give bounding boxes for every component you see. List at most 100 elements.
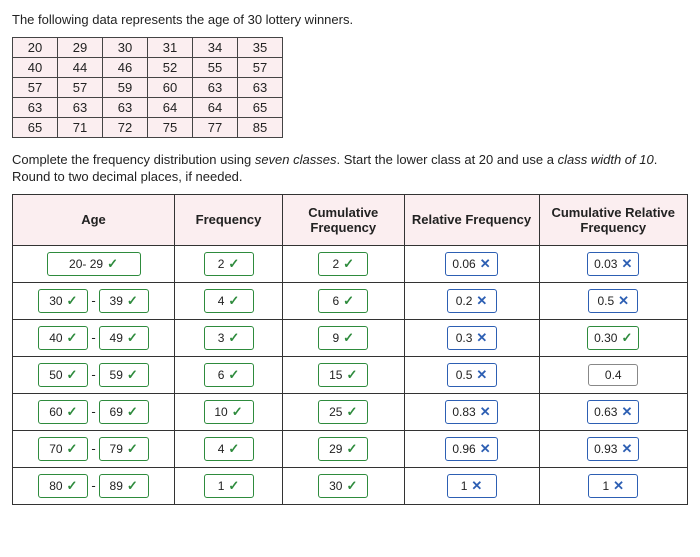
answer-value: 0.96 [452,442,475,456]
x-icon: ✕ [621,441,632,457]
relative-input[interactable]: 0.83✕ [445,400,497,424]
x-icon: ✕ [471,478,482,494]
range-dash: - [91,367,95,382]
answer-value: 6 [332,294,339,308]
answer-value: 25 [329,405,342,419]
cumulative-input[interactable]: 29 ✓ [318,437,368,461]
cumulative-relative-input[interactable]: 0.63✕ [587,400,639,424]
check-icon: ✓ [343,256,354,272]
data-cell: 65 [13,118,58,138]
header-rel: Relative Frequency [404,194,539,245]
header-freq: Frequency [175,194,283,245]
answer-value: 80 [49,479,62,493]
age-lo-input[interactable]: 60✓ [38,400,88,424]
answer-value: 29 [329,442,342,456]
x-icon: ✕ [621,256,632,272]
data-cell: 60 [148,78,193,98]
check-icon: ✓ [346,367,357,383]
check-icon: ✓ [346,441,357,457]
relative-input[interactable]: 0.3✕ [447,326,497,350]
header-crel: Cumulative Relative Frequency [539,194,688,245]
frequency-input[interactable]: 3✓ [204,326,254,350]
frequency-input[interactable]: 2✓ [204,252,254,276]
check-icon: ✓ [127,404,138,420]
answer-value: 1 [602,479,609,493]
frequency-input[interactable]: 1✓ [204,474,254,498]
cumulative-relative-input[interactable]: 1✕ [588,474,638,498]
cumulative-input[interactable]: 25 ✓ [318,400,368,424]
relative-input[interactable]: 0.2✕ [447,289,497,313]
age-hi-input[interactable]: 79✓ [99,437,149,461]
x-icon: ✕ [613,478,624,494]
check-icon: ✓ [127,330,138,346]
relative-input[interactable]: 0.5✕ [447,363,497,387]
answer-value: 30 [49,294,62,308]
frequency-input[interactable]: 10 ✓ [204,400,254,424]
data-cell: 34 [193,38,238,58]
range-dash: - [91,478,95,493]
cumulative-relative-input[interactable]: 0.03✕ [587,252,639,276]
x-icon: ✕ [480,404,491,420]
age-lo-input[interactable]: 80✓ [38,474,88,498]
relative-input[interactable]: 0.06✕ [445,252,497,276]
x-icon: ✕ [618,293,629,309]
answer-value: 0.63 [594,405,617,419]
range-dash: - [91,330,95,345]
cumulative-input[interactable]: 30✓ [318,474,368,498]
answer-value: 10 [214,405,227,419]
age-hi-input[interactable]: 39✓ [99,289,149,313]
check-icon: ✓ [346,478,357,494]
data-cell: 64 [193,98,238,118]
cumulative-relative-input[interactable]: 0.5✕ [588,289,638,313]
check-icon: ✓ [232,404,243,420]
answer-value: 3 [218,331,225,345]
data-cell: 59 [103,78,148,98]
cumulative-input[interactable]: 15✓ [318,363,368,387]
table-row: 80✓-89✓1✓30✓1✕1✕ [13,467,688,504]
cumulative-input[interactable]: 6✓ [318,289,368,313]
check-icon: ✓ [67,330,78,346]
age-hi-input[interactable]: 59✓ [99,363,149,387]
answer-value: 20- 29 [69,257,103,271]
frequency-input[interactable]: 6✓ [204,363,254,387]
raw-data-table: 2029303134354044465255575757596063636363… [12,37,283,138]
table-row: 50✓-59✓6✓15✓0.5✕0.4 [13,356,688,393]
check-icon: ✓ [621,330,632,346]
answer-value: 50 [49,368,62,382]
cumulative-input[interactable]: 9✓ [318,326,368,350]
data-cell: 65 [238,98,283,118]
cumulative-input[interactable]: 2✓ [318,252,368,276]
age-hi-input[interactable]: 89✓ [99,474,149,498]
age-hi-input[interactable]: 69✓ [99,400,149,424]
cumulative-relative-input[interactable]: 0.30 ✓ [587,326,639,350]
age-lo-input[interactable]: 40✓ [38,326,88,350]
age-range-input[interactable]: 20- 29✓ [47,252,141,276]
check-icon: ✓ [228,256,239,272]
data-cell: 31 [148,38,193,58]
age-lo-input[interactable]: 70 ✓ [38,437,88,461]
frequency-input[interactable]: 4✓ [204,437,254,461]
cumulative-relative-input[interactable]: 0.4 [588,364,638,386]
relative-input[interactable]: 1✕ [447,474,497,498]
cumulative-relative-input[interactable]: 0.93✕ [587,437,639,461]
prompt-text: The following data represents the age of… [12,12,688,27]
relative-input[interactable]: 0.96✕ [445,437,497,461]
check-icon: ✓ [67,367,78,383]
age-lo-input[interactable]: 50 ✓ [38,363,88,387]
range-dash: - [91,293,95,308]
answer-value: 0.30 [594,331,617,345]
age-hi-input[interactable]: 49✓ [99,326,149,350]
range-dash: - [91,441,95,456]
data-cell: 63 [13,98,58,118]
x-icon: ✕ [476,367,487,383]
frequency-input[interactable]: 4✓ [204,289,254,313]
data-cell: 44 [58,58,103,78]
answer-value: 70 [49,442,62,456]
header-age: Age [13,194,175,245]
data-cell: 63 [193,78,238,98]
answer-value: 89 [110,479,123,493]
answer-value: 79 [110,442,123,456]
check-icon: ✓ [67,441,78,457]
age-lo-input[interactable]: 30✓ [38,289,88,313]
check-icon: ✓ [346,404,357,420]
